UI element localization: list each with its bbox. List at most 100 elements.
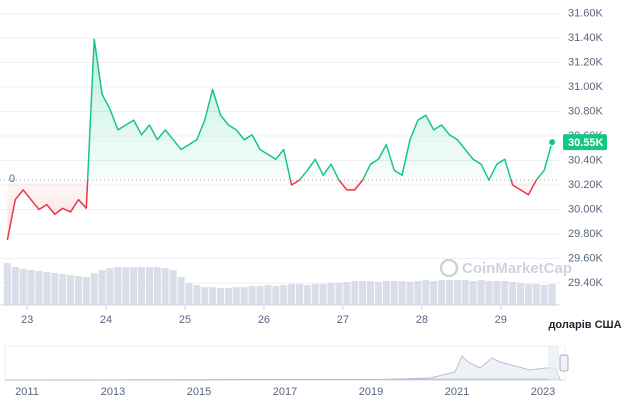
volume-bar [59,274,67,305]
volume-bar [438,280,446,305]
volume-bar [240,287,248,305]
volume-bar [453,280,461,305]
volume-bar [335,283,343,305]
volume-bar [501,281,509,305]
area [7,39,553,241]
navigator-handle[interactable] [559,354,569,372]
y-tick-label: 30.20K [568,179,604,191]
y-tick-label: 31.40K [568,32,604,44]
y-tick-label: 29.60K [568,252,604,264]
y-tick-label: 31.60K [568,7,604,19]
volume-bar [382,281,390,305]
volume-bar [130,267,138,305]
volume-bar [74,276,82,305]
volume-bar [90,273,98,305]
volume-bar [161,268,169,305]
volume-bar [461,280,469,305]
last-point [548,138,557,147]
volume-bar [169,270,177,305]
volume-bar [548,284,556,305]
volume-bar [319,284,327,305]
x-tick-label: 27 [337,314,349,326]
volume-bar [256,286,264,305]
navigator-selection [548,346,559,380]
volume-bar [422,280,430,305]
volume-bar [27,270,35,305]
x-tick-label: 23 [21,314,33,326]
price-tag [563,134,607,151]
y-tick-label: 30.00K [568,203,604,215]
volume-bar [469,281,477,305]
y-tick-label: 29.80K [568,228,604,240]
volume-bar [106,268,114,305]
volume-bar [19,269,27,305]
currency-label: доларів США [548,319,621,331]
watermark-text: CoinMarketCap [462,260,572,277]
volume-bar [11,267,19,305]
volume-bar [177,277,185,305]
volume-bar [288,284,296,305]
x-tick-label: 28 [416,314,428,326]
x-tick-label: 29 [495,314,507,326]
baseline-label: 0 [9,173,15,185]
volume-bar [343,282,351,305]
volume-bar [532,284,540,305]
volume-bar [374,282,382,305]
volume-bar [153,267,161,305]
volume-bar [509,282,517,305]
x-tick-label: 25 [179,314,191,326]
volume-bar [406,282,414,305]
navigator-tick-label: 2021 [445,386,469,398]
volume-bar [477,280,485,305]
volume-bar [232,287,240,305]
volume-bar [311,284,319,305]
volume-bar [327,283,335,305]
y-tick-label: 29.40K [568,277,604,289]
navigator-line [4,355,561,381]
volume-bar [351,281,359,305]
volume-bar [3,263,11,305]
volume-bar [145,267,153,305]
navigator-tick-label: 2013 [101,386,125,398]
volume-bar [272,286,280,305]
volume-bar [430,281,438,305]
volume-bar [414,281,422,305]
volume-bar [248,286,256,305]
volume-bar [67,275,75,305]
volume-bar [35,271,43,305]
volume-bar [295,284,303,305]
volume-bar [98,270,106,305]
y-tick-label: 30.80K [568,105,604,117]
navigator-tick-label: 2023 [531,386,555,398]
volume-bar [540,285,548,305]
volume-bar [264,285,272,305]
volume-bar [51,273,59,305]
volume-bar [517,283,525,305]
volume-bar [445,280,453,305]
volume-bar [303,285,311,305]
price-tag-label: 30.55K [568,137,604,149]
volume-bar [185,283,193,305]
volume-bar [224,288,232,305]
volume-bar [114,267,122,305]
x-tick-label: 26 [258,314,270,326]
volume-bar [201,287,209,305]
volume-bar [193,285,201,305]
volume-bar [367,281,375,305]
y-tick-label: 30.40K [568,154,604,166]
y-tick-label: 31.20K [568,56,604,68]
volume-bar [82,277,90,305]
volume-bar [398,281,406,305]
price-line [6,38,553,241]
navigator-tick-label: 2015 [187,386,211,398]
navigator-tick-label: 2017 [273,386,297,398]
volume-bar [122,267,130,305]
navigator-tick-label: 2019 [359,386,383,398]
volume-bar [493,281,501,305]
watermark: CoinMarketCap [439,258,572,278]
volume-bar [138,267,146,305]
volume-bar [43,272,51,305]
volume-bar [390,281,398,305]
watermark-logo [439,258,459,278]
